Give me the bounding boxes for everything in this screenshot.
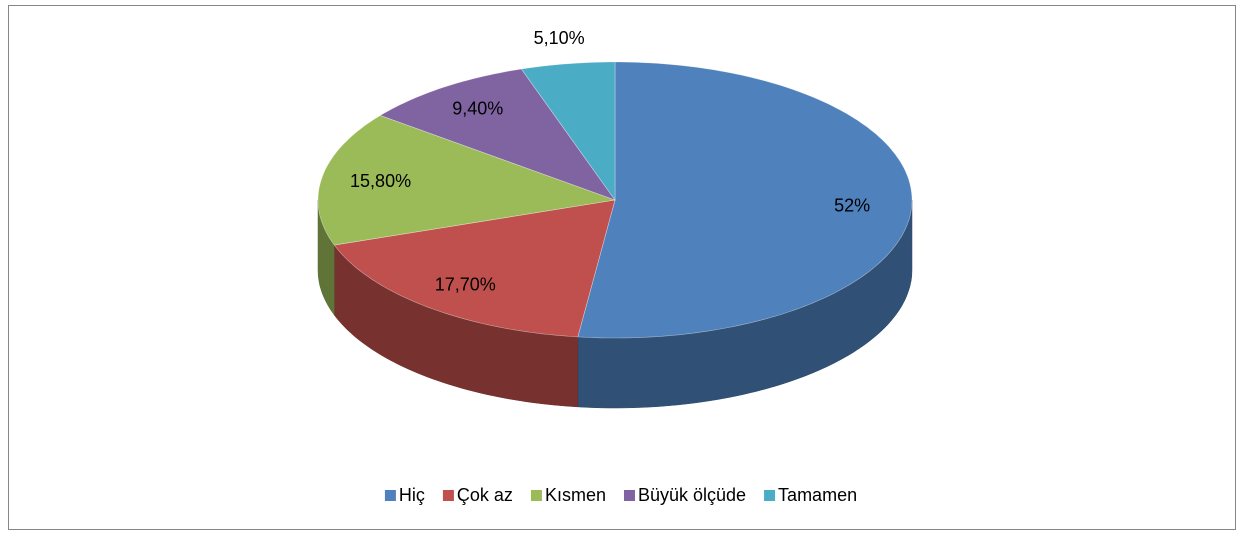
pie-slice-top: [379, 68, 616, 201]
legend-swatch: [442, 490, 454, 501]
legend-swatch: [530, 490, 542, 501]
data-label: 52%: [834, 196, 870, 216]
pie-slice-top: [333, 199, 616, 338]
pie-slice: [379, 68, 616, 201]
data-label: 5,10%: [534, 28, 585, 48]
legend-label: Kısmen: [545, 485, 606, 505]
legend-label: Hiç: [399, 485, 425, 505]
pie-slice-top: [317, 115, 616, 246]
legend: Hiç Çok az Kısmen Büyük ölçüde Tamamen: [384, 485, 857, 505]
legend-label: Tamamen: [778, 485, 857, 505]
pie-slice: [317, 115, 616, 316]
legend-label: Çok az: [457, 485, 513, 505]
data-label: 15,80%: [350, 171, 411, 191]
pie-slice-top: [577, 61, 913, 339]
data-label: 17,70%: [435, 274, 496, 294]
pie-slice: [520, 61, 616, 201]
legend-label: Büyük ölçüde: [638, 485, 746, 505]
data-label: 9,40%: [452, 99, 503, 119]
legend-swatch: [764, 490, 776, 501]
pie-slice-top: [520, 61, 616, 201]
legend-swatch: [623, 490, 635, 501]
legend-swatch: [384, 490, 396, 501]
